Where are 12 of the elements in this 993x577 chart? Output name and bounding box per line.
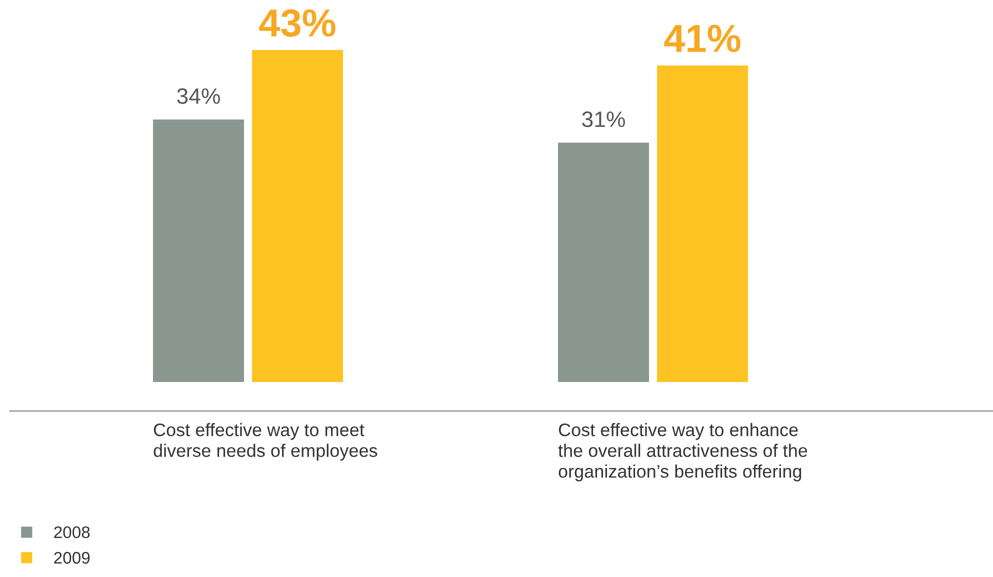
- bar: [252, 50, 343, 382]
- x-tick-label: Cost effective way to meet diverse needs of employees: [154, 423, 378, 461]
- data-label: 31%: [582, 111, 625, 128]
- x-tick-label: Cost effective way to enhance the overall attractiveness of the organization’s benefits offering: [558, 423, 808, 482]
- legend-label: 2009: [54, 552, 90, 564]
- bar: [558, 142, 649, 382]
- data-label: 43%: [259, 9, 336, 37]
- bar: [153, 119, 244, 382]
- bar: [657, 65, 748, 382]
- legend-label: 2008: [54, 526, 90, 538]
- data-label: 41%: [664, 24, 740, 52]
- data-label: 34%: [177, 88, 220, 104]
